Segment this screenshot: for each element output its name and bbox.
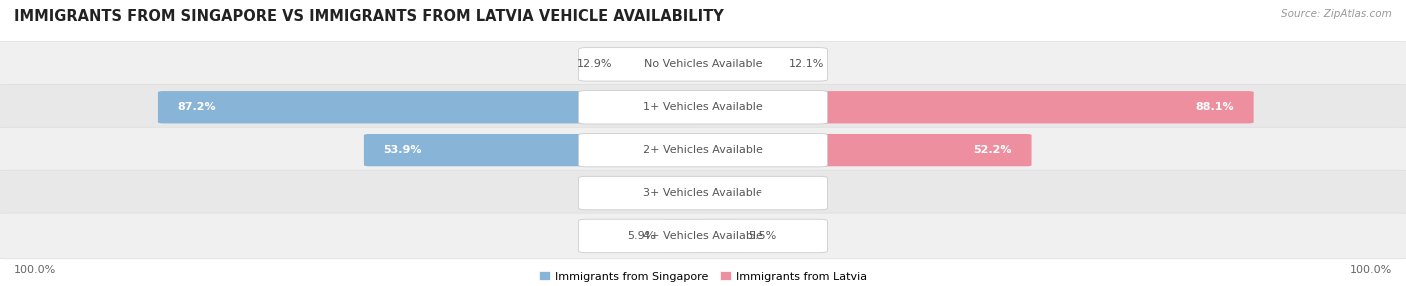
- FancyBboxPatch shape: [583, 177, 709, 209]
- Text: Source: ZipAtlas.com: Source: ZipAtlas.com: [1281, 9, 1392, 19]
- Text: 18.4%: 18.4%: [603, 188, 643, 198]
- Text: 3+ Vehicles Available: 3+ Vehicles Available: [643, 188, 763, 198]
- Text: 100.0%: 100.0%: [14, 265, 56, 275]
- Legend: Immigrants from Singapore, Immigrants from Latvia: Immigrants from Singapore, Immigrants fr…: [534, 267, 872, 286]
- FancyBboxPatch shape: [579, 133, 827, 167]
- Text: IMMIGRANTS FROM SINGAPORE VS IMMIGRANTS FROM LATVIA VEHICLE AVAILABILITY: IMMIGRANTS FROM SINGAPORE VS IMMIGRANTS …: [14, 9, 724, 23]
- FancyBboxPatch shape: [579, 90, 827, 124]
- FancyBboxPatch shape: [0, 127, 1406, 173]
- FancyBboxPatch shape: [157, 91, 709, 124]
- Text: 5.9%: 5.9%: [627, 231, 655, 241]
- Text: 2+ Vehicles Available: 2+ Vehicles Available: [643, 145, 763, 155]
- Text: 12.9%: 12.9%: [576, 59, 612, 69]
- Text: No Vehicles Available: No Vehicles Available: [644, 59, 762, 69]
- FancyBboxPatch shape: [0, 170, 1406, 216]
- FancyBboxPatch shape: [661, 220, 709, 252]
- Text: 88.1%: 88.1%: [1195, 102, 1234, 112]
- Text: 12.1%: 12.1%: [789, 59, 824, 69]
- Text: 87.2%: 87.2%: [177, 102, 217, 112]
- FancyBboxPatch shape: [364, 134, 709, 166]
- FancyBboxPatch shape: [697, 220, 742, 252]
- Text: 1+ Vehicles Available: 1+ Vehicles Available: [643, 102, 763, 112]
- Text: 52.2%: 52.2%: [973, 145, 1012, 155]
- Text: 4+ Vehicles Available: 4+ Vehicles Available: [643, 231, 763, 241]
- FancyBboxPatch shape: [617, 48, 709, 81]
- Text: 17.4%: 17.4%: [758, 188, 797, 198]
- FancyBboxPatch shape: [579, 48, 827, 81]
- FancyBboxPatch shape: [697, 134, 1032, 166]
- FancyBboxPatch shape: [0, 84, 1406, 130]
- FancyBboxPatch shape: [697, 177, 817, 209]
- Text: 100.0%: 100.0%: [1350, 265, 1392, 275]
- Text: 53.9%: 53.9%: [384, 145, 422, 155]
- FancyBboxPatch shape: [579, 176, 827, 210]
- FancyBboxPatch shape: [579, 219, 827, 253]
- FancyBboxPatch shape: [0, 213, 1406, 259]
- FancyBboxPatch shape: [697, 48, 783, 81]
- FancyBboxPatch shape: [697, 91, 1254, 124]
- FancyBboxPatch shape: [0, 41, 1406, 87]
- Text: 5.5%: 5.5%: [748, 231, 776, 241]
